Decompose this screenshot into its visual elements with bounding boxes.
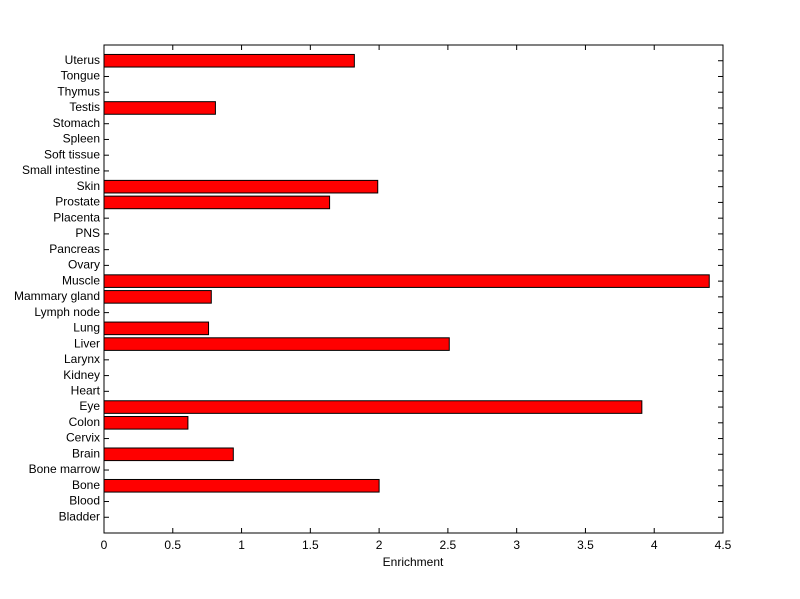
bar (103, 447, 234, 462)
y-tick-label: Liver (74, 336, 100, 350)
bar (103, 179, 379, 194)
y-tick-label: Bladder (59, 509, 100, 523)
y-tick-label: Thymus (57, 84, 100, 98)
y-tick-label: Eye (79, 399, 100, 413)
y-tick-label: Mammary gland (14, 289, 100, 303)
y-tick-label: Tongue (61, 69, 101, 83)
y-tick-label: Brain (72, 446, 100, 460)
bar (103, 101, 216, 115)
bar (103, 416, 189, 430)
y-tick-label: Stomach (53, 116, 100, 130)
plot-frame (103, 44, 724, 534)
x-tick-label: 3.5 (577, 538, 594, 552)
x-tick-label: 0.5 (164, 538, 181, 552)
bar (103, 53, 355, 68)
bar (103, 478, 380, 493)
y-tick-label: Cervix (66, 431, 100, 445)
y-tick-label: Muscle (62, 273, 100, 287)
y-tick-label: Prostate (55, 195, 100, 209)
y-tick-label: Bone (72, 478, 100, 492)
y-tick-label: Pancreas (49, 242, 100, 256)
x-tick-label: 4 (651, 538, 658, 552)
x-tick-label: 4.5 (715, 538, 732, 552)
x-tick-label: 3 (513, 538, 520, 552)
bar (103, 337, 450, 351)
x-tick-label: 1 (238, 538, 245, 552)
bar (103, 195, 331, 210)
bar (103, 274, 710, 288)
x-tick-label: 2 (376, 538, 383, 552)
x-axis-label: Enrichment (383, 555, 444, 569)
y-tick-label: Small intestine (22, 163, 100, 177)
y-tick-label: Soft tissue (44, 147, 100, 161)
y-tick-label: Lung (73, 321, 100, 335)
y-tick-label: Lymph node (34, 305, 100, 319)
y-tick-label: Bone marrow (29, 462, 101, 476)
y-tick-label: Uterus (65, 53, 100, 67)
y-tick-label: Colon (69, 415, 100, 429)
bar (103, 321, 210, 336)
y-tick-label: Testis (69, 100, 100, 114)
y-tick-label: Kidney (63, 368, 100, 382)
bar (103, 400, 643, 414)
y-tick-label: Skin (77, 179, 100, 193)
y-tick-label: PNS (75, 226, 100, 240)
y-tick-label: Larynx (64, 352, 100, 366)
y-tick-label: Ovary (68, 258, 100, 272)
y-tick-label: Placenta (53, 210, 100, 224)
x-tick-label: 0 (101, 538, 108, 552)
y-tick-label: Heart (71, 383, 101, 397)
x-tick-label: 1.5 (302, 538, 319, 552)
y-tick-label: Blood (69, 494, 100, 508)
x-tick-label: 2.5 (440, 538, 457, 552)
bar (103, 290, 212, 304)
y-tick-label: Spleen (63, 132, 100, 146)
